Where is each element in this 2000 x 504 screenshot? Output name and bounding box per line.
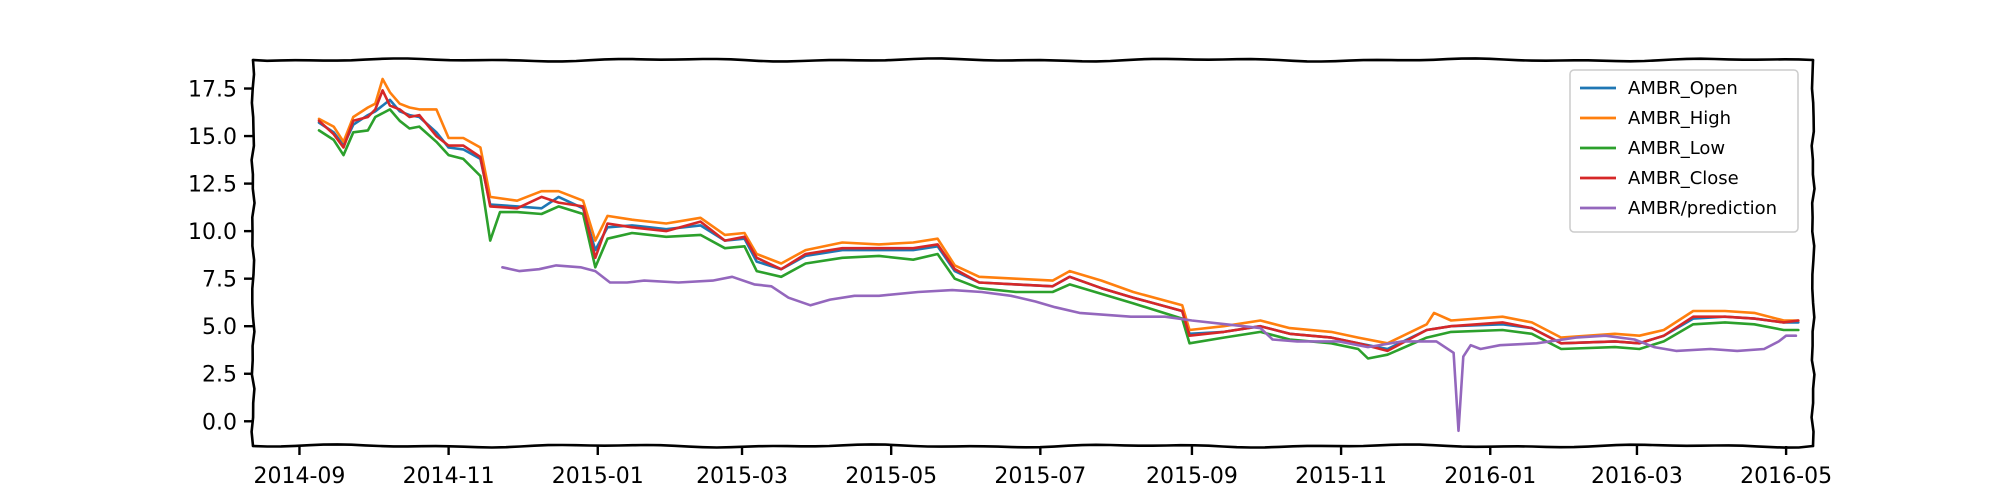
legend: AMBR_Open AMBR_High AMBR_Low AMBR_Close AMBR…	[1569, 69, 1799, 233]
y-tick-label: 10.0	[188, 220, 237, 245]
y-tick-label: 2.5	[202, 363, 237, 388]
series-line-ambr-low	[317, 108, 1800, 360]
x-tick-label: 2015-11	[1295, 464, 1387, 489]
legend-entry: AMBR_Close	[1628, 168, 1739, 189]
axis-top-spine	[251, 57, 1815, 63]
legend-entry: AMBR/prediction	[1628, 198, 1777, 219]
legend-entry: AMBR_Low	[1628, 138, 1725, 159]
axis-bottom-spine	[251, 443, 1815, 449]
x-tick-label: 2014-09	[253, 464, 345, 489]
x-tick-label: 2016-01	[1444, 464, 1536, 489]
legend-box	[1569, 69, 1799, 233]
x-tick-label: 2015-09	[1146, 464, 1238, 489]
x-tick-label: 2015-03	[696, 464, 788, 489]
y-tick-label: 0.0	[202, 410, 237, 435]
x-tick-label: 2014-11	[403, 464, 495, 489]
axis-left-spine	[250, 58, 256, 448]
y-tick-label: 5.0	[202, 315, 237, 340]
series-line-ambr-close	[317, 89, 1800, 353]
y-tick-label: 7.5	[202, 268, 237, 293]
x-tick-label: 2015-01	[552, 464, 644, 489]
axis-right-spine	[1810, 58, 1816, 448]
legend-entry: AMBR_High	[1628, 108, 1731, 129]
axes-layer: 2014-09 2014-11 2015-01 2015-03 2015-05 2015-…	[188, 57, 1832, 489]
y-tick-label: 12.5	[188, 173, 237, 198]
series-layer	[317, 77, 1800, 433]
series-line-ambr-open	[317, 98, 1800, 351]
series-line-ambr-high	[317, 77, 1800, 345]
series-line-ambr-prediction	[501, 264, 1798, 433]
x-tick-label: 2015-05	[845, 464, 937, 489]
y-tick-label: 15.0	[188, 125, 237, 150]
y-tick-label: 17.5	[188, 78, 237, 103]
x-tick-label: 2016-03	[1591, 464, 1683, 489]
x-tick-label: 2015-07	[994, 464, 1086, 489]
legend-entry: AMBR_Open	[1628, 78, 1738, 99]
x-tick-label: 2016-05	[1740, 464, 1832, 489]
